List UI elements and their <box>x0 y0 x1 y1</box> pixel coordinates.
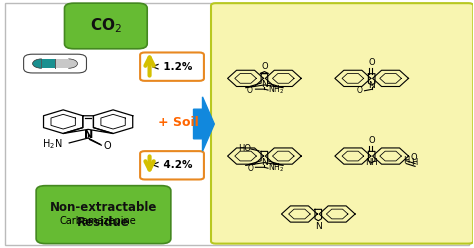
Wedge shape <box>69 59 77 68</box>
Text: O: O <box>368 135 375 145</box>
FancyBboxPatch shape <box>64 3 147 49</box>
Text: O: O <box>411 154 418 162</box>
Text: HO: HO <box>238 144 251 153</box>
Text: Carbamazepine: Carbamazepine <box>60 217 137 226</box>
Text: NH$_2$: NH$_2$ <box>268 84 284 96</box>
Bar <box>42 59 55 68</box>
Text: + Soil: + Soil <box>157 116 198 129</box>
Text: NH: NH <box>365 158 378 167</box>
Text: < 1.2%: < 1.2% <box>151 62 193 72</box>
Text: N: N <box>261 80 268 90</box>
FancyBboxPatch shape <box>36 186 171 244</box>
Wedge shape <box>33 59 42 68</box>
Text: H: H <box>403 156 410 165</box>
Text: H$_2$N: H$_2$N <box>42 137 62 151</box>
Text: < 4.2%: < 4.2% <box>151 160 193 170</box>
FancyBboxPatch shape <box>140 151 204 180</box>
Text: O: O <box>247 86 253 94</box>
FancyBboxPatch shape <box>5 3 469 245</box>
Text: N: N <box>368 81 375 90</box>
Polygon shape <box>193 97 214 151</box>
Text: O: O <box>248 164 254 173</box>
Text: N: N <box>315 222 322 231</box>
Text: O: O <box>261 62 268 71</box>
Text: O: O <box>368 58 375 67</box>
Text: Non-extractable
Residue: Non-extractable Residue <box>50 201 157 229</box>
Text: CO$_2$: CO$_2$ <box>90 17 122 35</box>
Text: O: O <box>357 86 363 95</box>
Bar <box>55 59 69 68</box>
Text: NH$_2$: NH$_2$ <box>268 162 284 175</box>
Text: H: H <box>411 158 417 167</box>
Text: N: N <box>261 158 268 167</box>
Text: O: O <box>104 141 111 151</box>
Text: N: N <box>83 130 93 140</box>
FancyBboxPatch shape <box>140 53 204 81</box>
FancyBboxPatch shape <box>211 3 474 244</box>
